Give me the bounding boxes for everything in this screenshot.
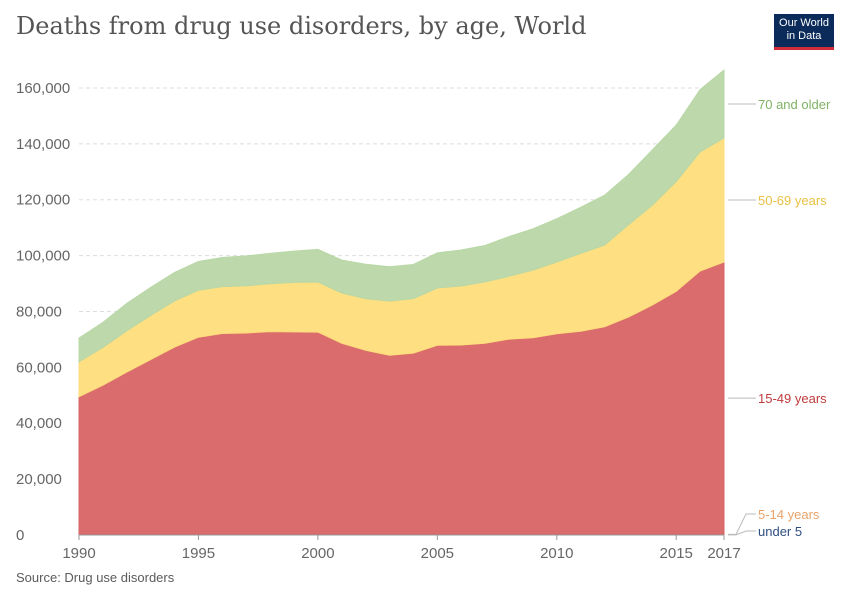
x-tick-label: 2000 bbox=[301, 545, 334, 562]
x-tick-label: 2010 bbox=[540, 545, 573, 562]
y-tick-label: 140,000 bbox=[16, 136, 70, 153]
legend-label-under-5[interactable]: under 5 bbox=[758, 524, 802, 539]
chart-title: Deaths from drug use disorders, by age, … bbox=[16, 12, 587, 40]
x-tick-label: 2017 bbox=[707, 545, 740, 562]
y-tick-label: 160,000 bbox=[16, 80, 70, 97]
legend-label-50-69-years[interactable]: 50-69 years bbox=[758, 193, 827, 208]
y-tick-label: 60,000 bbox=[16, 359, 62, 376]
y-tick-label: 120,000 bbox=[16, 192, 70, 209]
y-tick-label: 80,000 bbox=[16, 303, 62, 320]
owid-logo[interactable]: Our World in Data bbox=[774, 14, 834, 50]
x-tick-label: 2005 bbox=[421, 545, 454, 562]
y-tick-label: 40,000 bbox=[16, 415, 62, 432]
y-tick-label: 0 bbox=[16, 527, 24, 544]
legend-leader-5-14-years bbox=[728, 513, 756, 535]
legend-label-5-14-years[interactable]: 5-14 years bbox=[758, 507, 820, 522]
x-tick-label: 1990 bbox=[62, 545, 95, 562]
area-70-and-older[interactable] bbox=[78, 69, 725, 363]
y-axis: 0 20,000 40,000 60,000 80,000 100,000 120,000 1… bbox=[16, 80, 70, 544]
legend-label-70-and-older[interactable]: 70 and older bbox=[758, 97, 831, 112]
logo-line-1: Our World bbox=[779, 17, 829, 29]
legend-label-15-49-years[interactable]: 15-49 years bbox=[758, 391, 827, 406]
area-series bbox=[78, 69, 725, 536]
logo-line-2: in Data bbox=[786, 30, 822, 42]
x-axis: 1990 1995 2000 2005 2010 2015 2017 bbox=[62, 534, 741, 562]
y-tick-label: 20,000 bbox=[16, 471, 62, 488]
source-note: Source: Drug use disorders bbox=[16, 570, 175, 585]
x-tick-label: 2015 bbox=[660, 545, 693, 562]
y-tick-label: 100,000 bbox=[16, 248, 70, 265]
x-tick-label: 1995 bbox=[182, 545, 215, 562]
legend: under 5 5-14 years 15-49 years 50-69 years 7… bbox=[728, 97, 831, 539]
